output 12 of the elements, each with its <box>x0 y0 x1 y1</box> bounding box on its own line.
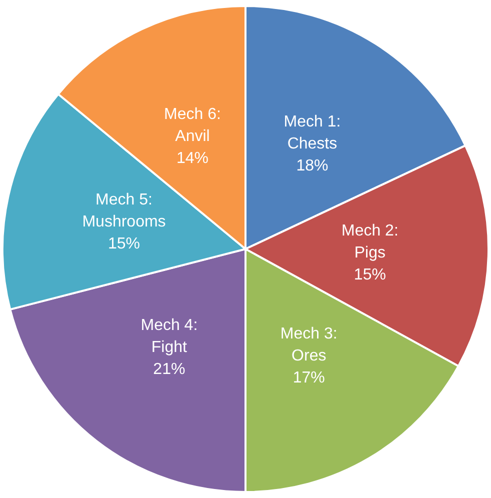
data-label: 17% <box>292 370 325 387</box>
data-label: 18% <box>296 157 328 174</box>
data-label: 15% <box>354 266 386 284</box>
slice-label: Mech 1: Chests <box>284 113 341 152</box>
data-label: 14% <box>176 150 209 167</box>
slice-label: Mech 4: Fight <box>140 316 198 356</box>
data-label: 15% <box>108 235 140 252</box>
slice-label: Mech 6: Anvil <box>164 106 221 145</box>
slice-label: Mech 3: Ores <box>280 326 338 365</box>
slice-label: Mech 5: Mushrooms <box>82 191 166 230</box>
slice-label: Mech 2: Pigs <box>341 222 398 262</box>
data-label: 21% <box>153 360 186 378</box>
